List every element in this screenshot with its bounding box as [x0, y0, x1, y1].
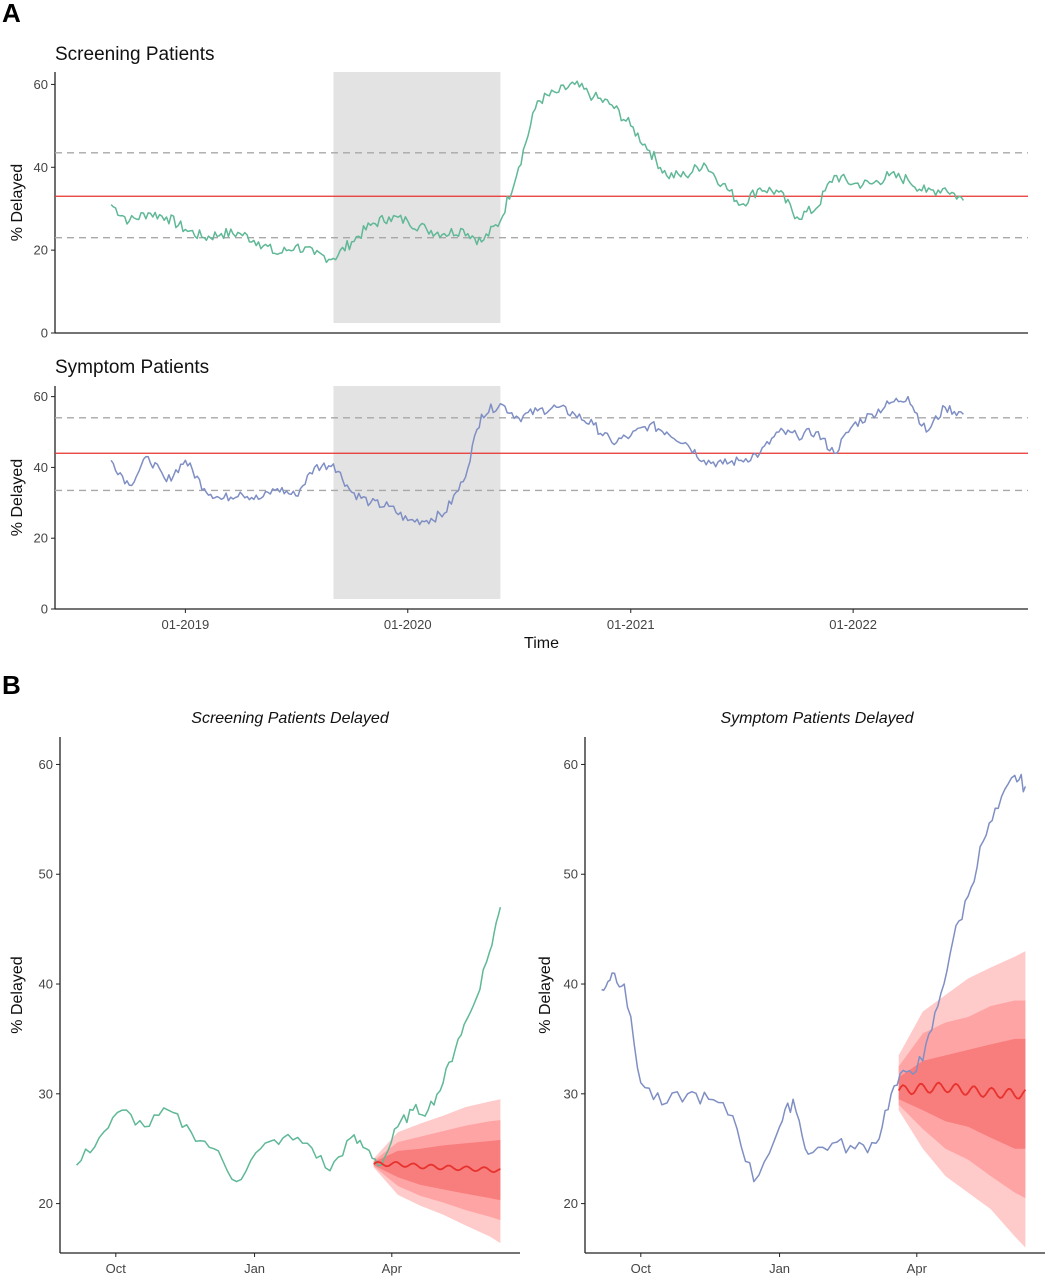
- y-tick-label: 60: [34, 77, 48, 92]
- screening-patients-chart: Screening Patients 0 20 40 60 % Delayed: [9, 44, 1028, 341]
- y-tick-label: 40: [34, 460, 48, 475]
- y-tick-label: 20: [34, 531, 48, 546]
- shaded-region: [333, 72, 501, 323]
- x-tick-label: Apr: [382, 1261, 403, 1276]
- y-tick-label: 50: [39, 867, 53, 882]
- x-tick-label: Oct: [106, 1261, 127, 1276]
- chart-title: Symptom Patients Delayed: [721, 710, 915, 727]
- series-line: [110, 395, 964, 526]
- series-line: [601, 773, 1027, 1183]
- y-tick-label: 20: [39, 1196, 53, 1211]
- y-tick-label: 40: [34, 160, 48, 175]
- y-tick-label: 0: [41, 602, 48, 617]
- chart-title: Symptom Patients: [55, 357, 209, 378]
- symptom-patients-chart: Symptom Patients 0 20 40 60 01-2019 01-2020 01-…: [9, 357, 1028, 652]
- screening-forecast-chart: Screening Patients Delayed 20 30 40 50 60 Oct J…: [9, 710, 520, 1276]
- y-tick-label: 40: [39, 977, 53, 992]
- shaded-region: [333, 386, 501, 599]
- y-tick-label: 20: [564, 1196, 578, 1211]
- x-tick-label: 01-2020: [384, 617, 432, 632]
- y-tick-label: 60: [34, 389, 48, 404]
- symptom-forecast-chart: Symptom Patients Delayed 20 30 40 50 60 Oct Jan…: [537, 710, 1045, 1276]
- y-axis-label: % Delayed: [537, 956, 554, 1033]
- x-tick-label: Oct: [631, 1261, 652, 1276]
- forecast-mean-line: [373, 1160, 501, 1174]
- y-tick-label: 30: [564, 1086, 578, 1101]
- forecast-band-inner: [898, 1038, 1026, 1149]
- x-tick-label: 01-2021: [607, 617, 655, 632]
- y-axis-label: % Delayed: [9, 956, 26, 1033]
- x-tick-label: Apr: [907, 1261, 928, 1276]
- y-tick-label: 40: [564, 977, 578, 992]
- chart-title: Screening Patients: [55, 44, 215, 65]
- panel-letter-a: A: [2, 0, 21, 28]
- y-tick-label: 0: [41, 326, 48, 341]
- y-tick-label: 20: [34, 243, 48, 258]
- series-line: [110, 80, 965, 264]
- chart-title: Screening Patients Delayed: [191, 710, 390, 727]
- series-line: [76, 907, 502, 1183]
- panel-letter-b: B: [2, 670, 21, 700]
- x-tick-label: 01-2019: [162, 617, 210, 632]
- x-tick-label: Jan: [244, 1261, 265, 1276]
- y-tick-label: 60: [39, 757, 53, 772]
- x-axis-label: Time: [524, 635, 559, 652]
- y-axis-label: % Delayed: [9, 164, 26, 241]
- y-tick-label: 30: [39, 1086, 53, 1101]
- x-tick-label: 01-2022: [829, 617, 877, 632]
- forecast-band-inner: [373, 1139, 501, 1201]
- x-tick-label: Jan: [769, 1261, 790, 1276]
- y-tick-label: 50: [564, 867, 578, 882]
- forecast-mean-line: [897, 1081, 1027, 1100]
- y-axis-label: % Delayed: [9, 459, 26, 536]
- y-tick-label: 60: [564, 757, 578, 772]
